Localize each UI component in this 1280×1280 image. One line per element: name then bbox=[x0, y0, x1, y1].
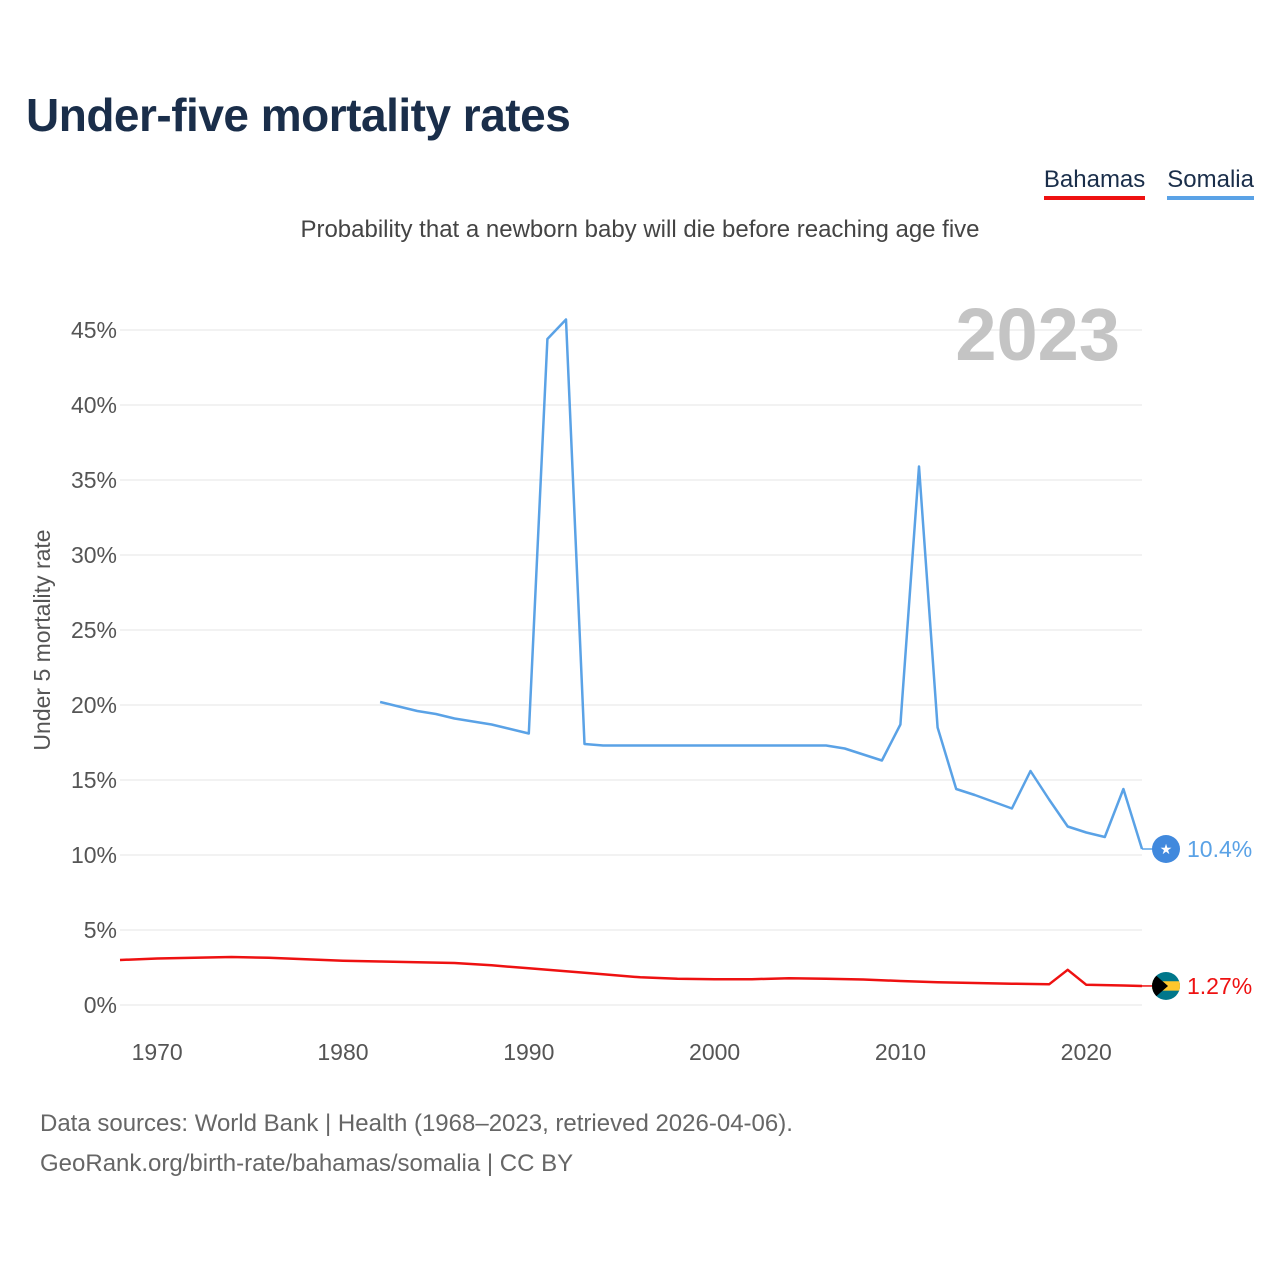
source-note: Data sources: World Bank | Health (1968–… bbox=[40, 1104, 793, 1184]
y-axis-label: Under 5 mortality rate bbox=[29, 529, 55, 750]
y-tick-label: 40% bbox=[71, 392, 117, 418]
x-axis-ticks: 1970 1980 1990 2000 2010 2020 bbox=[132, 1039, 1112, 1065]
legend-item-bahamas[interactable]: Bahamas bbox=[1043, 166, 1146, 200]
x-tick-label: 2000 bbox=[689, 1039, 740, 1065]
year-watermark: 2023 bbox=[955, 293, 1120, 376]
grid-lines bbox=[120, 329, 1142, 1006]
y-tick-label: 30% bbox=[71, 542, 117, 568]
legend-item-somalia[interactable]: Somalia bbox=[1167, 166, 1254, 200]
y-axis-ticks: 0% 5% 10% 15% 20% 25% 30% 35% 40% 45% bbox=[71, 317, 117, 1018]
flag-bahamas-icon bbox=[1152, 971, 1180, 1000]
end-markers: ★ 10.4% 1.27% bbox=[1142, 835, 1252, 1000]
series-line-bahamas bbox=[119, 955, 1143, 988]
source-line-1: Data sources: World Bank | Health (1968–… bbox=[40, 1110, 793, 1137]
chart-title: Under-five mortality rates bbox=[26, 89, 571, 141]
x-tick-label: 1990 bbox=[503, 1039, 554, 1065]
svg-text:★: ★ bbox=[1160, 842, 1173, 858]
flag-somalia-icon: ★ bbox=[1152, 835, 1180, 863]
end-label-bahamas: 1.27% bbox=[1187, 973, 1252, 999]
y-tick-label: 0% bbox=[84, 992, 117, 1018]
y-tick-label: 5% bbox=[84, 917, 117, 943]
y-tick-label: 35% bbox=[71, 467, 117, 493]
y-tick-label: 45% bbox=[71, 317, 117, 343]
y-tick-label: 15% bbox=[71, 767, 117, 793]
x-tick-label: 1980 bbox=[317, 1039, 368, 1065]
source-line-2: GeoRank.org/birth-rate/bahamas/somalia |… bbox=[40, 1150, 574, 1177]
x-tick-label: 2020 bbox=[1061, 1039, 1112, 1065]
series-line-somalia bbox=[379, 318, 1144, 850]
x-tick-label: 2010 bbox=[875, 1039, 926, 1065]
line-chart: 0% 5% 10% 15% 20% 25% 30% 35% 40% 45% 1970 1980 199… bbox=[29, 293, 1252, 1065]
series-lines bbox=[119, 318, 1144, 988]
y-tick-label: 10% bbox=[71, 842, 117, 868]
end-label-somalia: 10.4% bbox=[1187, 836, 1252, 862]
y-tick-label: 20% bbox=[71, 692, 117, 718]
chart-subtitle: Probability that a newborn baby will die… bbox=[300, 216, 980, 243]
y-tick-label: 25% bbox=[71, 617, 117, 643]
legend: Bahamas Somalia bbox=[1043, 166, 1254, 200]
x-tick-label: 1970 bbox=[132, 1039, 183, 1065]
